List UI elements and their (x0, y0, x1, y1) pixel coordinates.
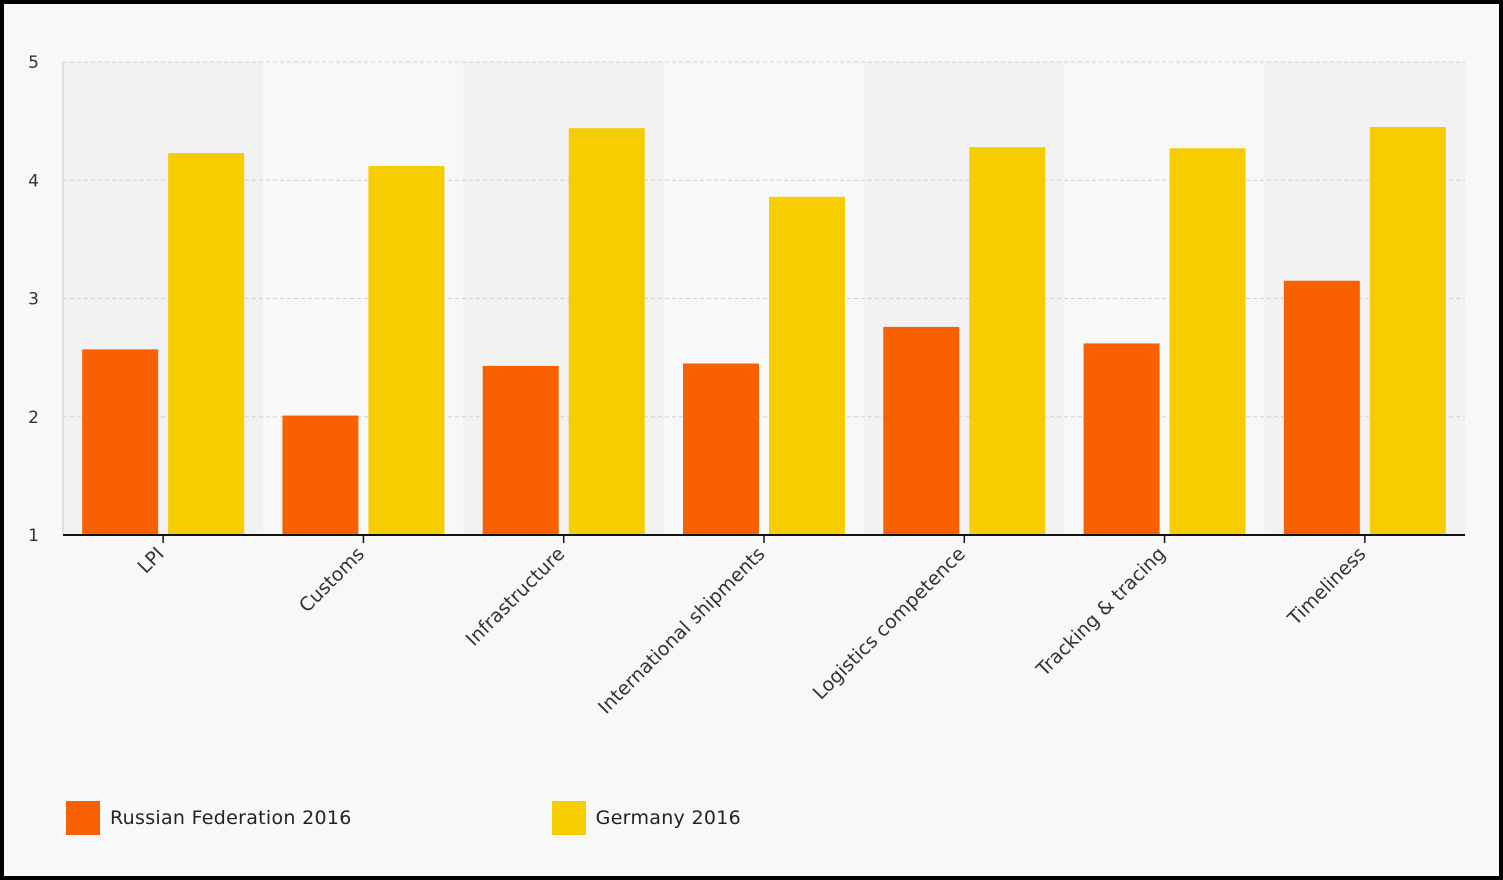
bar-russia (1283, 280, 1360, 535)
x-category-label: Logistics competence (809, 543, 970, 704)
bar-germany (1169, 148, 1246, 535)
y-tick-label: 3 (28, 290, 39, 310)
y-axis-ticks: 1 2 3 4 5 (28, 53, 39, 546)
bar-russia (82, 349, 159, 535)
y-tick-label: 1 (28, 526, 39, 546)
bar-germany (168, 153, 245, 536)
bar-germany (769, 196, 845, 535)
legend-label-russia: Russian Federation 2016 (110, 807, 352, 829)
x-category-label: International shipments (594, 543, 769, 718)
x-category-label: Infrastructure (462, 543, 569, 650)
bar-russia (883, 326, 960, 535)
bar-russia (282, 415, 359, 535)
bar-russia (1083, 343, 1160, 535)
bar-russia (683, 363, 759, 535)
bar-germany (1369, 127, 1446, 535)
legend-label-germany: Germany 2016 (595, 807, 741, 829)
bars (82, 127, 1446, 536)
y-tick-label: 2 (28, 408, 39, 428)
legend-swatch-russia (66, 801, 100, 835)
legend-item-russia[interactable]: Russian Federation 2016 (66, 801, 352, 835)
x-category-label: LPI (134, 543, 169, 578)
bar-germany (568, 128, 645, 535)
y-tick-label: 4 (28, 171, 39, 191)
legend: Russian Federation 2016 Germany 2016 (66, 800, 941, 836)
legend-item-germany[interactable]: Germany 2016 (551, 801, 741, 835)
x-category-label: Tracking & tracing (1032, 543, 1170, 681)
bar-germany (969, 147, 1046, 535)
legend-swatch-germany (551, 801, 586, 835)
x-category-label: Customs (295, 543, 369, 617)
bar-chart: 1 2 3 4 5 LPI Customs Infrastructure Internatio… (28, 53, 1465, 718)
bar-germany (368, 166, 445, 535)
x-axis-ticks: LPI Customs Infrastructure International sh… (134, 535, 1370, 718)
x-category-label: Timeliness (1283, 543, 1370, 630)
bar-russia (482, 365, 559, 535)
y-tick-label: 5 (28, 53, 39, 73)
